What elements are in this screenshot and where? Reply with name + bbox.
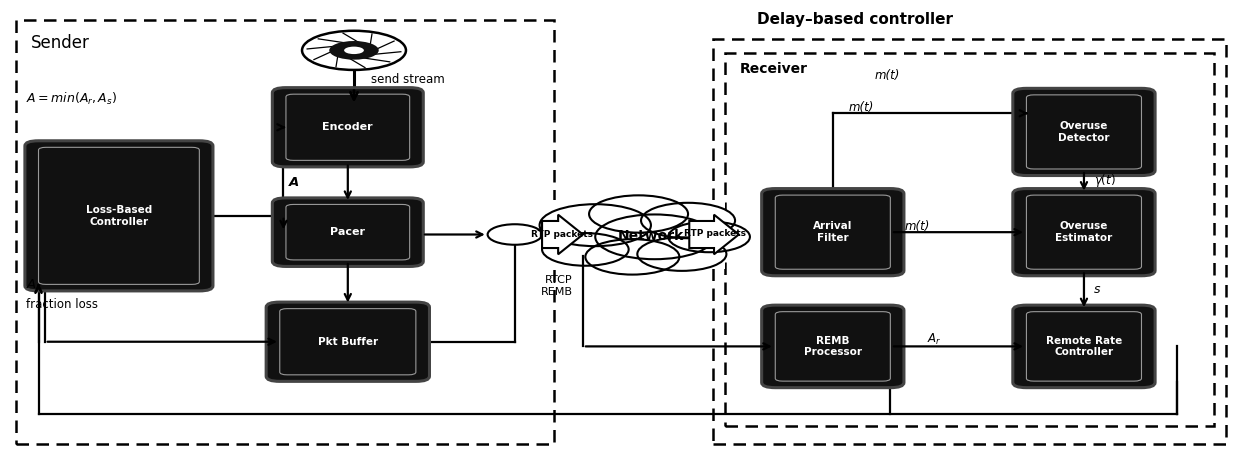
FancyBboxPatch shape — [1013, 88, 1156, 175]
Bar — [725, 53, 1214, 426]
Circle shape — [637, 237, 727, 271]
Text: m(t): m(t) — [904, 219, 930, 233]
Text: Pacer: Pacer — [330, 227, 366, 237]
Text: Sender: Sender — [31, 34, 91, 52]
Text: $A = min(A_r, A_s)$: $A = min(A_r, A_s)$ — [26, 91, 118, 107]
Circle shape — [303, 31, 405, 70]
Text: Overuse
Estimator: Overuse Estimator — [1055, 221, 1112, 243]
Text: A: A — [289, 176, 299, 189]
Circle shape — [595, 214, 714, 259]
Text: Arrival
Filter: Arrival Filter — [813, 221, 852, 243]
FancyArrow shape — [689, 215, 739, 254]
Circle shape — [343, 46, 363, 54]
Text: Loss-Based
Controller: Loss-Based Controller — [86, 205, 153, 227]
Circle shape — [668, 221, 750, 252]
Text: RTP packets: RTP packets — [684, 229, 746, 238]
Circle shape — [641, 203, 735, 238]
Text: Network: Network — [618, 229, 684, 243]
Text: Overuse
Detector: Overuse Detector — [1058, 121, 1110, 143]
Text: fraction loss: fraction loss — [26, 298, 98, 311]
Bar — [16, 20, 554, 444]
FancyBboxPatch shape — [1013, 305, 1156, 388]
Circle shape — [487, 224, 542, 245]
FancyBboxPatch shape — [273, 88, 423, 167]
Text: RTCP
REMB: RTCP REMB — [541, 275, 573, 296]
Circle shape — [539, 204, 651, 246]
Text: $A_r$: $A_r$ — [926, 333, 941, 348]
Bar — [713, 38, 1226, 444]
Text: send stream: send stream — [371, 73, 445, 86]
Circle shape — [542, 233, 629, 266]
Text: Remote Rate
Controller: Remote Rate Controller — [1045, 336, 1122, 357]
Text: Delay–based controller: Delay–based controller — [758, 12, 954, 27]
FancyBboxPatch shape — [267, 302, 429, 381]
Text: m(t): m(t) — [849, 101, 874, 114]
Text: $A_r$: $A_r$ — [26, 278, 42, 293]
Circle shape — [589, 195, 688, 233]
FancyBboxPatch shape — [761, 305, 904, 388]
Text: RTP packets: RTP packets — [531, 230, 593, 239]
FancyBboxPatch shape — [1013, 189, 1156, 276]
Text: $\gamma(t)$: $\gamma(t)$ — [1094, 173, 1116, 189]
Text: s: s — [1094, 282, 1100, 295]
Bar — [539, 199, 725, 270]
Circle shape — [330, 41, 378, 60]
FancyArrow shape — [542, 215, 583, 254]
FancyBboxPatch shape — [273, 198, 423, 266]
Text: REMB
Processor: REMB Processor — [804, 336, 862, 357]
Circle shape — [585, 239, 680, 274]
Text: Receiver: Receiver — [740, 62, 808, 76]
Text: Pkt Buffer: Pkt Buffer — [317, 337, 378, 347]
FancyBboxPatch shape — [761, 189, 904, 276]
FancyBboxPatch shape — [25, 141, 213, 291]
Text: m(t): m(t) — [875, 69, 900, 83]
Text: Encoder: Encoder — [322, 122, 373, 132]
